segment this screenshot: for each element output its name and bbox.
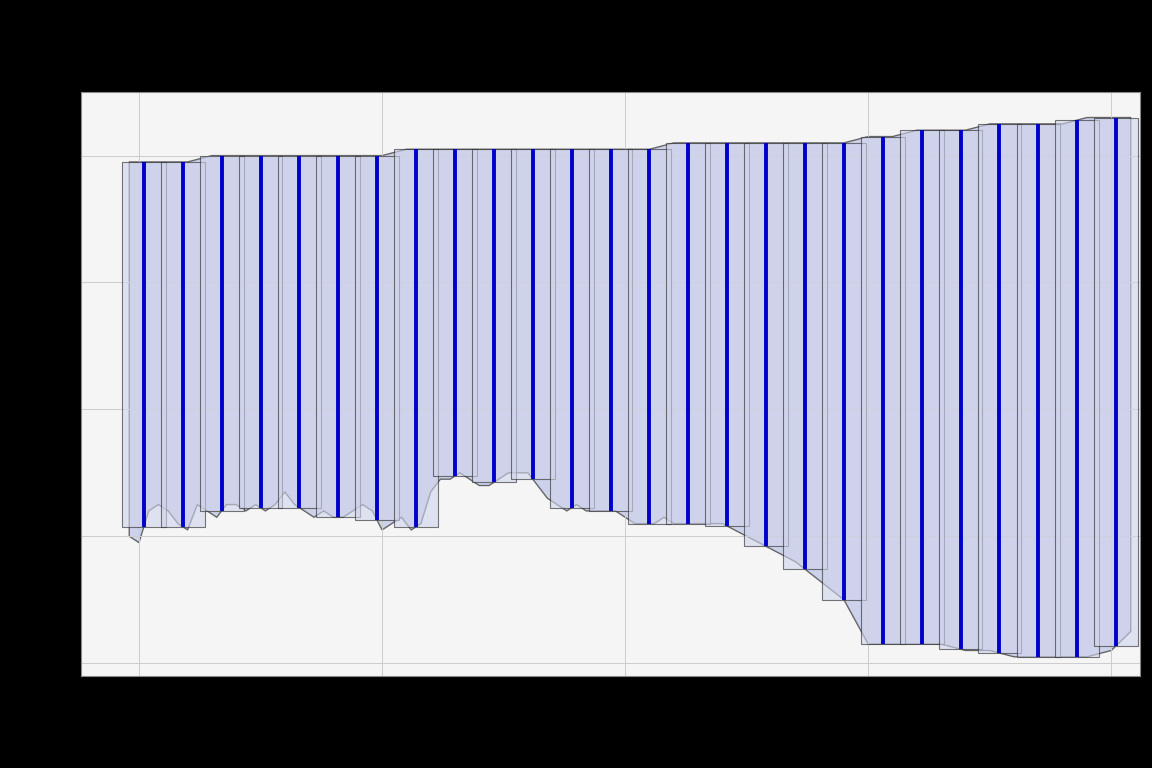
Bar <box>744 143 788 546</box>
Bar <box>433 149 477 476</box>
Bar <box>667 143 711 524</box>
Bar <box>394 149 438 527</box>
Bar <box>472 149 516 482</box>
Bar <box>861 137 904 644</box>
Bar <box>783 143 827 569</box>
Bar <box>900 131 943 644</box>
Bar <box>1016 124 1060 657</box>
Bar <box>355 156 399 521</box>
Bar <box>161 162 205 527</box>
Bar <box>705 143 749 526</box>
Bar <box>589 149 632 511</box>
Bar <box>122 162 166 527</box>
Polygon shape <box>129 118 1131 657</box>
Bar <box>199 156 243 511</box>
Bar <box>1055 120 1099 657</box>
Bar <box>628 149 672 524</box>
Bar <box>278 156 321 508</box>
Bar <box>939 131 983 649</box>
Bar <box>510 149 554 479</box>
Bar <box>550 149 593 508</box>
Text: study area: study area <box>92 34 240 61</box>
Bar <box>238 156 282 508</box>
Bar <box>823 143 866 600</box>
Bar <box>317 156 361 517</box>
Bar <box>978 124 1022 653</box>
Bar <box>1094 118 1138 646</box>
